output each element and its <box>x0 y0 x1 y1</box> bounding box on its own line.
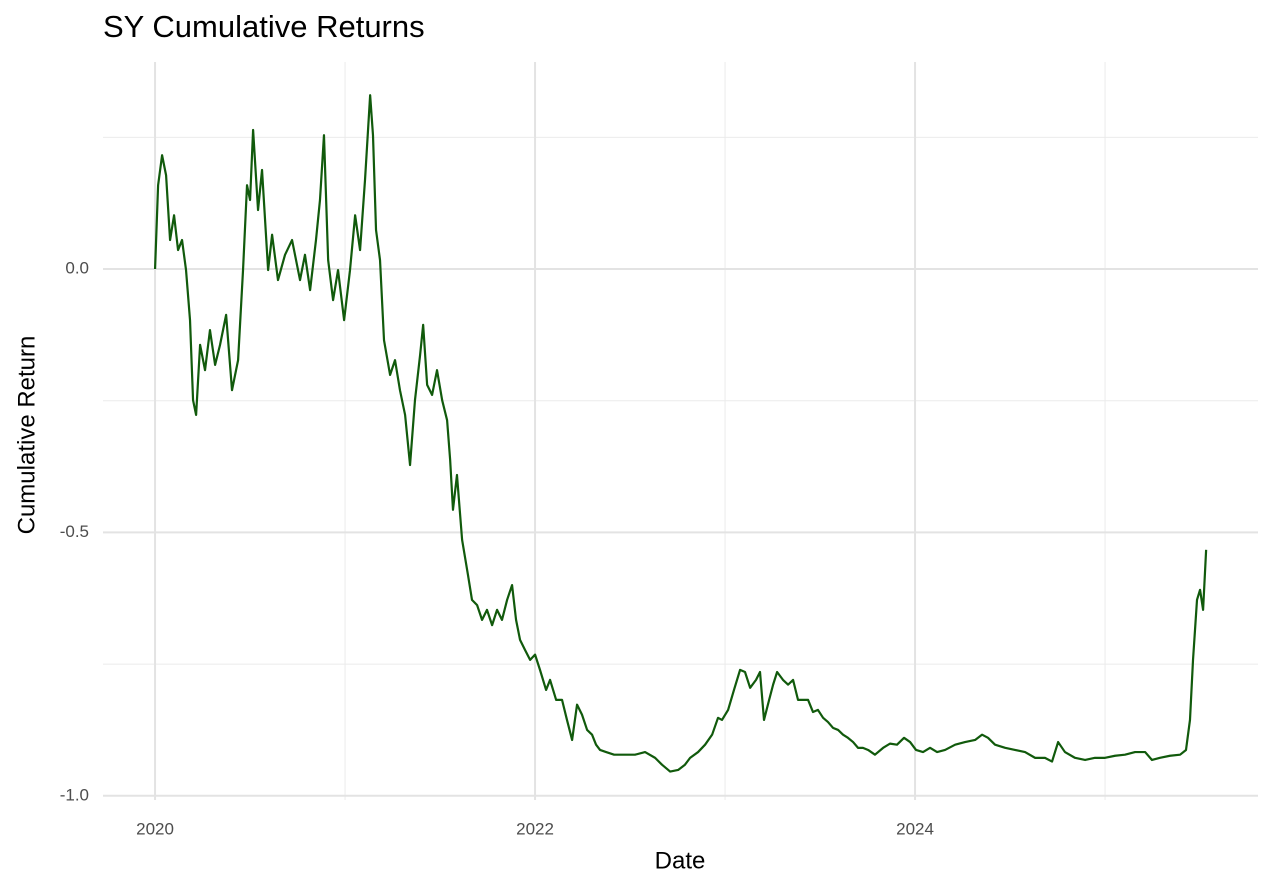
x-tick-label: 2024 <box>896 819 934 838</box>
y-axis-title: Cumulative Return <box>13 336 40 535</box>
y-tick-label: -0.5 <box>60 522 89 541</box>
x-tick-label: 2022 <box>516 819 554 838</box>
line <box>153 94 1208 773</box>
x-tick-label: 2020 <box>136 819 174 838</box>
chart-title: SY Cumulative Returns <box>103 9 425 44</box>
y-tick-label: -1.0 <box>60 785 89 804</box>
x-axis-title: Date <box>655 847 706 874</box>
y-tick-label: 0.0 <box>65 259 89 278</box>
